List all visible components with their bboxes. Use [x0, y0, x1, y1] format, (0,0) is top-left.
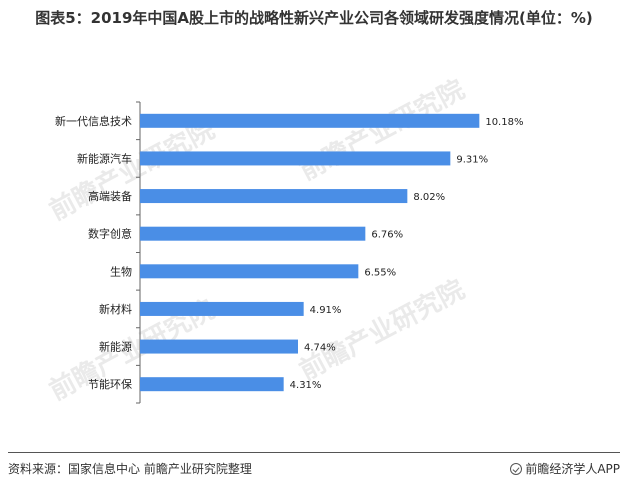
data-label: 8.02%	[413, 192, 445, 203]
bar	[140, 377, 284, 392]
bar	[140, 189, 408, 204]
category-label: 高端装备	[88, 189, 132, 203]
bar-chart: 新一代信息技术 10.18% 新能源汽车 9.31% 高端装备 8.02% 数字创意 6.76…	[55, 101, 523, 404]
category-label: 新能源汽车	[77, 151, 132, 165]
data-label: 6.76%	[371, 230, 403, 241]
bar	[140, 264, 359, 279]
bar	[140, 113, 480, 128]
footer-divider	[8, 452, 620, 453]
category-label: 数字创意	[88, 227, 132, 241]
category-label: 新一代信息技术	[55, 114, 132, 128]
brand-mark: 前瞻经济学人APP	[510, 460, 620, 477]
source-note: 资料来源：国家信息中心 前瞻产业研究院整理	[8, 462, 252, 476]
chart-title: 图表5：2019年中国A股上市的战略性新兴产业公司各领域研发强度情况(单位：%)	[35, 9, 593, 27]
bar	[140, 339, 298, 354]
category-label: 节能环保	[88, 377, 132, 391]
bar	[140, 301, 304, 316]
category-label: 新能源	[99, 340, 132, 354]
data-label: 10.18%	[485, 117, 523, 128]
category-label: 新材料	[99, 302, 132, 316]
brand-label: 前瞻经济学人APP	[525, 462, 620, 476]
data-label: 4.91%	[310, 305, 342, 316]
data-label: 4.31%	[290, 380, 322, 391]
bar	[140, 226, 366, 241]
data-label: 9.31%	[456, 154, 488, 165]
data-label: 6.55%	[364, 267, 396, 278]
data-label: 4.74%	[304, 343, 336, 354]
category-label: 生物	[110, 264, 132, 278]
bar	[140, 151, 451, 166]
brand-logo-icon	[510, 462, 523, 475]
